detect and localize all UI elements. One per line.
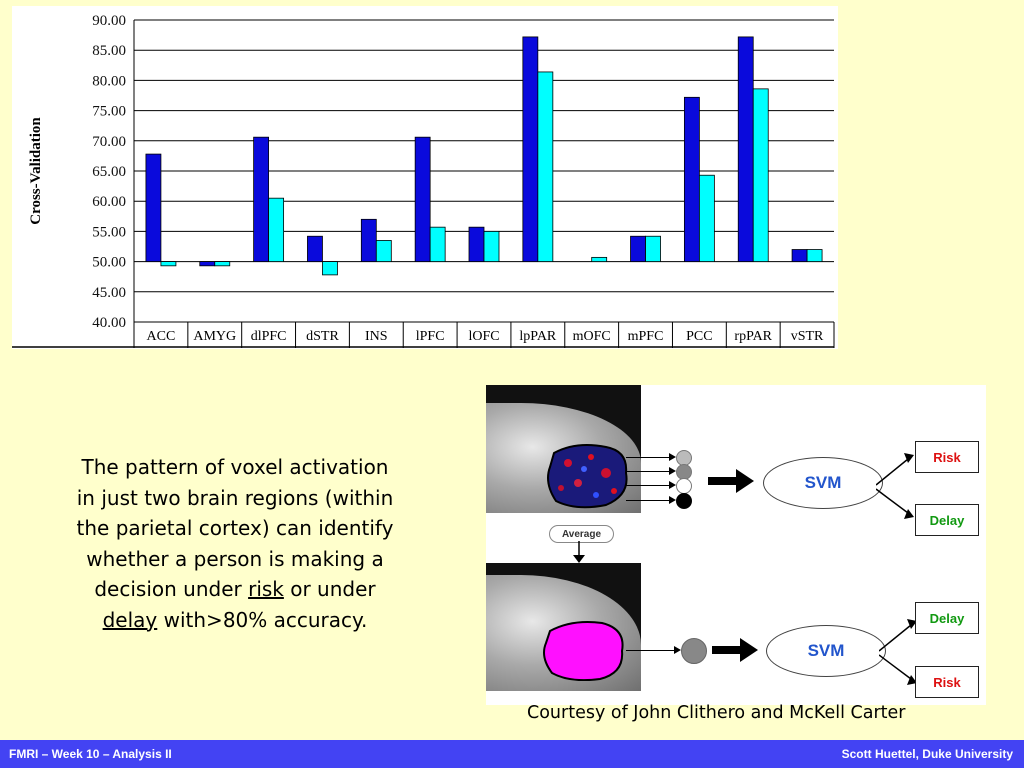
x-tick-label: dSTR (306, 329, 339, 344)
bar-chart: 40.00 45.00 50.00 55.00 60.00 65.00 70.00 75.00… (12, 6, 838, 349)
footer-bar: FMRI – Week 10 – Analysis II Scott Huett… (0, 740, 1024, 768)
svm-classifier-bottom: SVM (766, 625, 886, 677)
voxel-node (676, 493, 692, 509)
activation-region-top (547, 444, 628, 509)
description-fragment: or under (283, 577, 376, 601)
arrow (626, 485, 671, 486)
bar (307, 235, 323, 262)
y-tick-label: 65.00 (92, 164, 126, 180)
bar (375, 240, 392, 263)
arrow-head (674, 646, 681, 654)
output-arrows-top (876, 453, 914, 519)
x-tick-label: vSTR (791, 329, 824, 344)
description-fragment: decision under (94, 577, 249, 601)
x-tick-label: rpPAR (734, 329, 772, 344)
bar-chart-svg: 40.00 45.00 50.00 55.00 60.00 65.00 70.00 75.00… (12, 13, 835, 348)
x-tick-label: mOFC (573, 329, 611, 344)
bar (698, 174, 715, 262)
y-tick-label: 75.00 (92, 104, 126, 120)
description-line: the parietal cortex) can identify (76, 516, 394, 540)
y-tick-label: 40.00 (92, 315, 126, 331)
delay-word: delay (102, 607, 158, 632)
y-tick-label: 80.00 (92, 73, 126, 89)
description-line: The pattern of voxel activation (81, 455, 389, 479)
bar (591, 256, 608, 262)
svm-classifier-top: SVM (763, 457, 883, 509)
bar (483, 230, 500, 262)
description-line: delay with>80% accuracy. (40, 605, 430, 636)
footer-right-text: Scott Huettel, Duke University (841, 747, 1013, 761)
description-line: decision under risk or under (40, 574, 430, 605)
y-tick-label: 90.00 (92, 13, 126, 29)
risk-word: risk (248, 577, 284, 601)
y-tick-label: 70.00 (92, 134, 126, 150)
y-tick-label: 55.00 (92, 224, 126, 240)
bar (160, 261, 177, 267)
description-text: The pattern of voxel activation in just … (40, 452, 430, 635)
bar (737, 36, 754, 263)
arrow (626, 650, 676, 651)
big-arrow-icon (708, 469, 754, 493)
bar (214, 261, 231, 267)
y-tick-label: 60.00 (92, 194, 126, 210)
x-tick-label: ACC (147, 329, 176, 344)
voxel-node (676, 478, 692, 494)
svm-diagram: SVM Risk Delay Average SVM Delay Risk (486, 385, 986, 705)
bar (791, 249, 808, 263)
bar (537, 71, 554, 263)
bar (268, 197, 285, 262)
arrow (626, 471, 671, 472)
y-tick-label: 85.00 (92, 43, 126, 59)
output-box-bottom-2: Risk (915, 666, 979, 698)
description-fragment: with>80% accuracy. (157, 607, 368, 632)
footer-left-text: FMRI – Week 10 – Analysis II (9, 747, 172, 761)
bar (630, 235, 646, 262)
bar (683, 96, 700, 262)
x-tick-label: PCC (686, 329, 712, 344)
output-box-top-1: Risk (915, 441, 979, 473)
output-box-top-2: Delay (915, 504, 979, 536)
x-tick-label: dlPFC (251, 329, 287, 344)
x-tick-label: mPFC (628, 329, 664, 344)
x-tick-label: INS (365, 329, 388, 344)
arrow (626, 500, 671, 501)
description-line: whether a person is making a (86, 546, 384, 571)
average-label: Average (549, 525, 614, 543)
averaged-voxel-node (681, 638, 707, 664)
big-arrow-icon (712, 638, 758, 662)
activation-region-bottom (543, 621, 624, 681)
x-tick-label: lpPAR (519, 329, 557, 344)
y-tick-label: 45.00 (92, 285, 126, 301)
x-tick-label: AMYG (193, 329, 236, 344)
arrow (626, 457, 671, 458)
down-arrow-icon (573, 541, 585, 563)
bar (645, 235, 661, 262)
bar (522, 36, 539, 263)
bar (253, 136, 270, 262)
arrow-head (669, 467, 676, 475)
x-tick-label: lOFC (468, 329, 499, 344)
bar (806, 249, 823, 263)
output-box-bottom-1: Delay (915, 602, 979, 634)
y-axis-label: Cross-Validation (28, 117, 44, 225)
bar (145, 153, 162, 262)
bar (468, 226, 485, 262)
x-tick-label: lPFC (416, 329, 445, 344)
bar (429, 226, 446, 262)
bar (199, 261, 216, 267)
image-credit: Courtesy of John Clithero and McKell Car… (527, 703, 906, 723)
bar (752, 88, 769, 263)
output-arrows-bottom (879, 619, 917, 685)
arrow-head (669, 481, 676, 489)
bar (414, 136, 431, 262)
y-tick-label: 50.00 (92, 255, 126, 271)
bar (322, 261, 338, 276)
arrow-head (669, 496, 676, 504)
bar (360, 218, 377, 263)
description-line: in just two brain regions (within (76, 485, 394, 510)
arrow-head (669, 453, 676, 461)
